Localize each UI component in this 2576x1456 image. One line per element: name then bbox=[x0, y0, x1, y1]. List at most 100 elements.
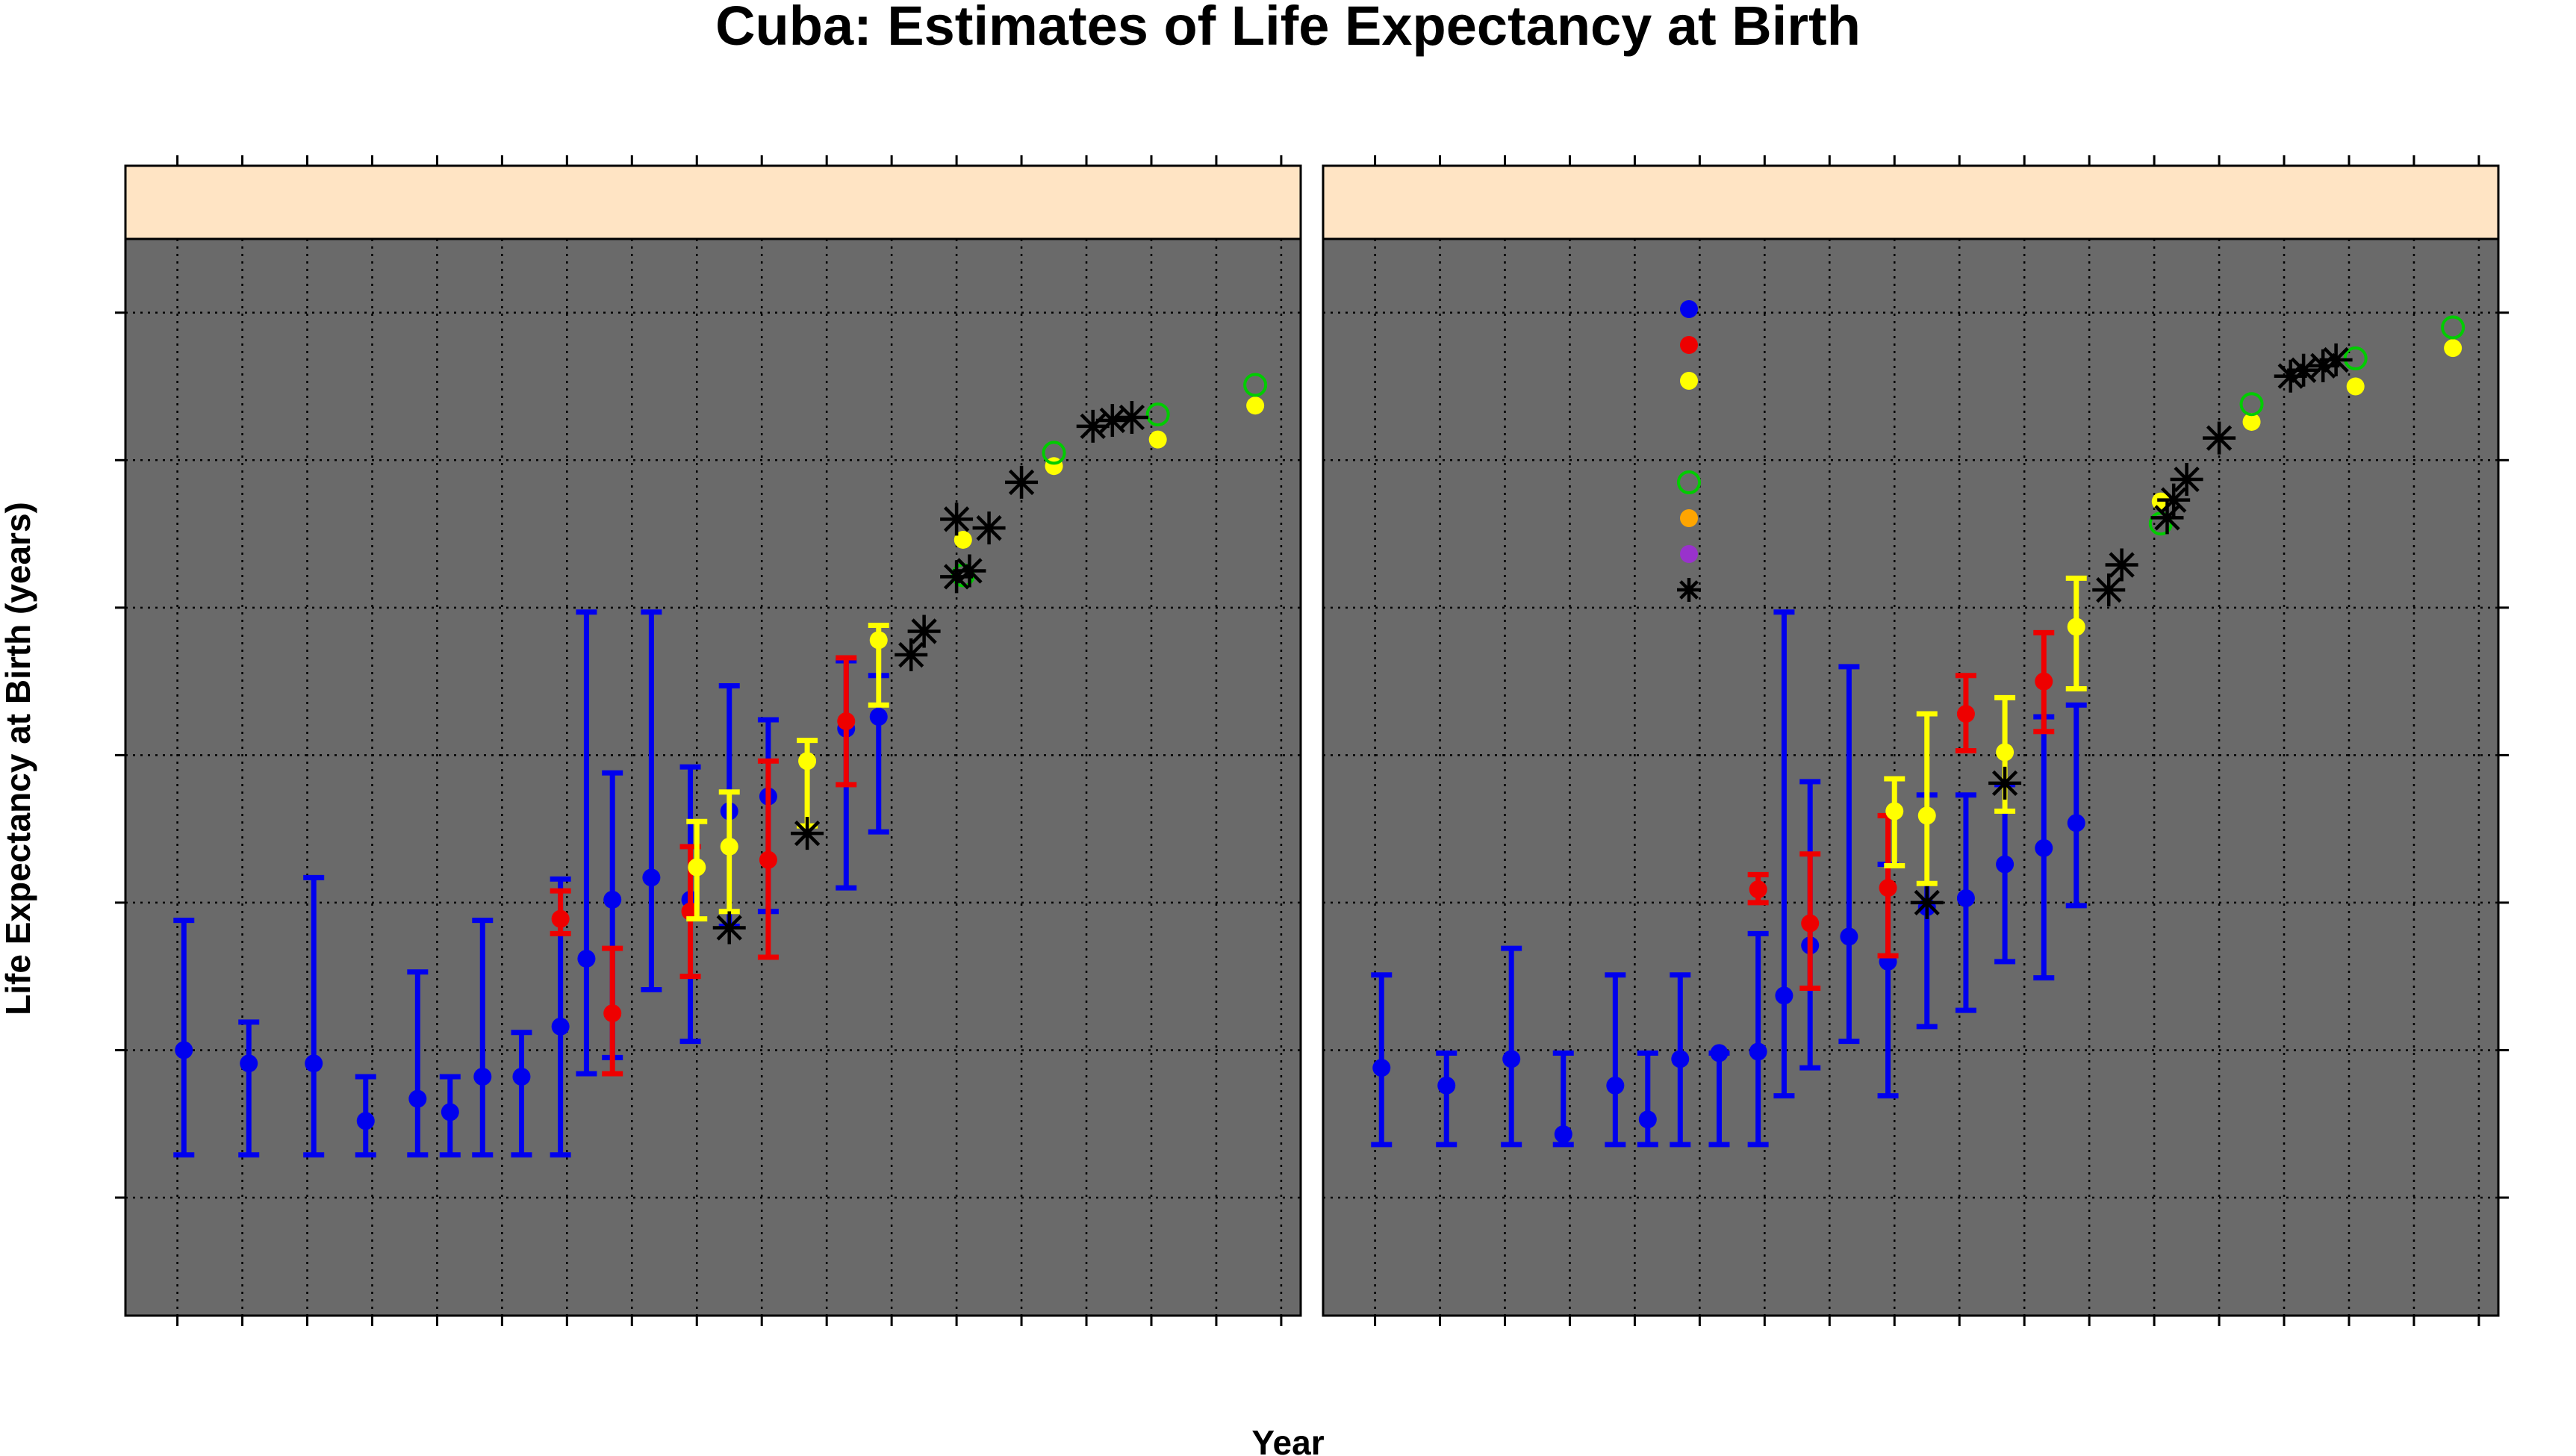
x-axis-title: Year bbox=[1251, 1423, 1324, 1456]
error-bar-bh bbox=[1916, 711, 1938, 886]
point-ogive bbox=[2067, 814, 2085, 833]
point-other bbox=[2203, 421, 2236, 455]
point-other bbox=[2287, 353, 2321, 387]
point-hybrid bbox=[1749, 880, 1767, 899]
series-hybrid bbox=[1747, 629, 2055, 991]
point-other bbox=[2170, 462, 2203, 496]
point-other bbox=[2319, 343, 2353, 376]
error-bar-ogive bbox=[238, 1019, 260, 1158]
point-bh bbox=[1996, 743, 2015, 762]
point-bh bbox=[798, 752, 817, 771]
point-bh bbox=[1148, 430, 1167, 449]
error-bar-ogive bbox=[472, 918, 494, 1158]
point-bh bbox=[2067, 617, 2085, 636]
point-ogive bbox=[441, 1103, 459, 1121]
panel-border bbox=[1322, 237, 2500, 1317]
point-hybrid bbox=[603, 1004, 622, 1023]
point-ogive bbox=[1956, 889, 1975, 907]
point-other bbox=[972, 511, 1006, 545]
point-other bbox=[2306, 349, 2340, 382]
point-other bbox=[1988, 766, 2022, 800]
plot-background bbox=[125, 239, 1301, 1316]
point-ogive bbox=[305, 1054, 323, 1073]
panel-females bbox=[1322, 155, 2509, 1326]
point-other bbox=[1910, 886, 1944, 919]
point-ogive bbox=[1554, 1125, 1572, 1144]
error-bar-ogive bbox=[1838, 664, 1860, 1045]
point-bh bbox=[2242, 412, 2261, 431]
error-bar-ogive bbox=[511, 1030, 532, 1158]
legend-marker-other bbox=[1677, 578, 1701, 602]
panel-males bbox=[115, 155, 1302, 1326]
chart-title: Cuba: Estimates of Life Expectancy at Bi… bbox=[715, 0, 1861, 57]
point-celade bbox=[2441, 315, 2465, 340]
point-other bbox=[1076, 409, 1110, 443]
point-ogive bbox=[1638, 1110, 1657, 1129]
point-ogive bbox=[473, 1067, 492, 1086]
point-hybrid bbox=[1879, 879, 1897, 897]
point-other bbox=[940, 560, 974, 594]
grid bbox=[1323, 239, 2498, 1316]
point-other bbox=[712, 911, 746, 945]
legend-marker-arriaga bbox=[1680, 509, 1698, 527]
point-other bbox=[1115, 401, 1148, 435]
series-hybrid bbox=[550, 655, 857, 1077]
point-hybrid bbox=[1956, 705, 1975, 724]
point-ogive bbox=[1840, 927, 1858, 946]
point-other bbox=[940, 503, 974, 536]
point-celade bbox=[1145, 402, 1170, 427]
error-bar-ogive bbox=[576, 609, 597, 1077]
legend-marker-celade bbox=[1677, 470, 1701, 494]
series-celade bbox=[951, 373, 1268, 588]
point-bh bbox=[2346, 377, 2365, 396]
point-ogive bbox=[1775, 986, 1793, 1005]
point-hybrid bbox=[837, 712, 856, 730]
series-bh bbox=[686, 396, 1265, 922]
point-other bbox=[953, 554, 986, 588]
point-bh bbox=[720, 837, 738, 856]
y-axis-title: Life Expectancy at Birth (years) bbox=[0, 502, 37, 1015]
legend-marker-ogive bbox=[1680, 300, 1698, 318]
error-bar-ogive bbox=[1773, 609, 1795, 1099]
point-ogive bbox=[356, 1112, 375, 1130]
point-ogive bbox=[642, 868, 661, 887]
point-ogive bbox=[1749, 1042, 1767, 1061]
legend-marker-bh bbox=[1680, 372, 1698, 390]
point-ogive bbox=[577, 949, 596, 968]
point-other bbox=[2105, 548, 2138, 582]
point-ogive bbox=[551, 1017, 570, 1036]
point-bh bbox=[1917, 806, 1936, 825]
error-bar-ogive bbox=[1637, 1050, 1658, 1148]
point-bh bbox=[2444, 339, 2463, 358]
point-hybrid bbox=[1801, 914, 1820, 933]
error-bar-ogive bbox=[407, 969, 429, 1158]
point-bh bbox=[1246, 396, 1265, 415]
point-other bbox=[2092, 573, 2126, 607]
point-hybrid bbox=[551, 909, 570, 928]
point-other bbox=[907, 615, 941, 648]
series-other bbox=[712, 401, 1148, 945]
point-ogive bbox=[1996, 855, 2015, 874]
grid bbox=[125, 239, 1301, 1316]
point-ogive bbox=[1372, 1059, 1391, 1077]
error-bar-ogive bbox=[173, 918, 195, 1158]
point-ogive bbox=[408, 1089, 427, 1108]
point-hybrid bbox=[2035, 672, 2053, 691]
error-bar-bh bbox=[1884, 776, 1905, 869]
point-ogive bbox=[1606, 1076, 1625, 1095]
error-bar-ogive bbox=[303, 874, 325, 1158]
point-ogive bbox=[240, 1054, 258, 1073]
point-other bbox=[2274, 359, 2307, 393]
panels bbox=[115, 155, 2509, 1326]
error-bar-ogive bbox=[2065, 702, 2087, 909]
point-ogive bbox=[869, 708, 888, 727]
point-ogive bbox=[1710, 1044, 1729, 1063]
point-other bbox=[895, 638, 928, 672]
point-celade bbox=[1243, 373, 1268, 397]
point-bh bbox=[869, 631, 888, 650]
legend-marker-palloni bbox=[1680, 545, 1698, 563]
point-other bbox=[791, 817, 824, 850]
point-bh bbox=[953, 530, 972, 549]
point-other bbox=[1005, 465, 1039, 499]
